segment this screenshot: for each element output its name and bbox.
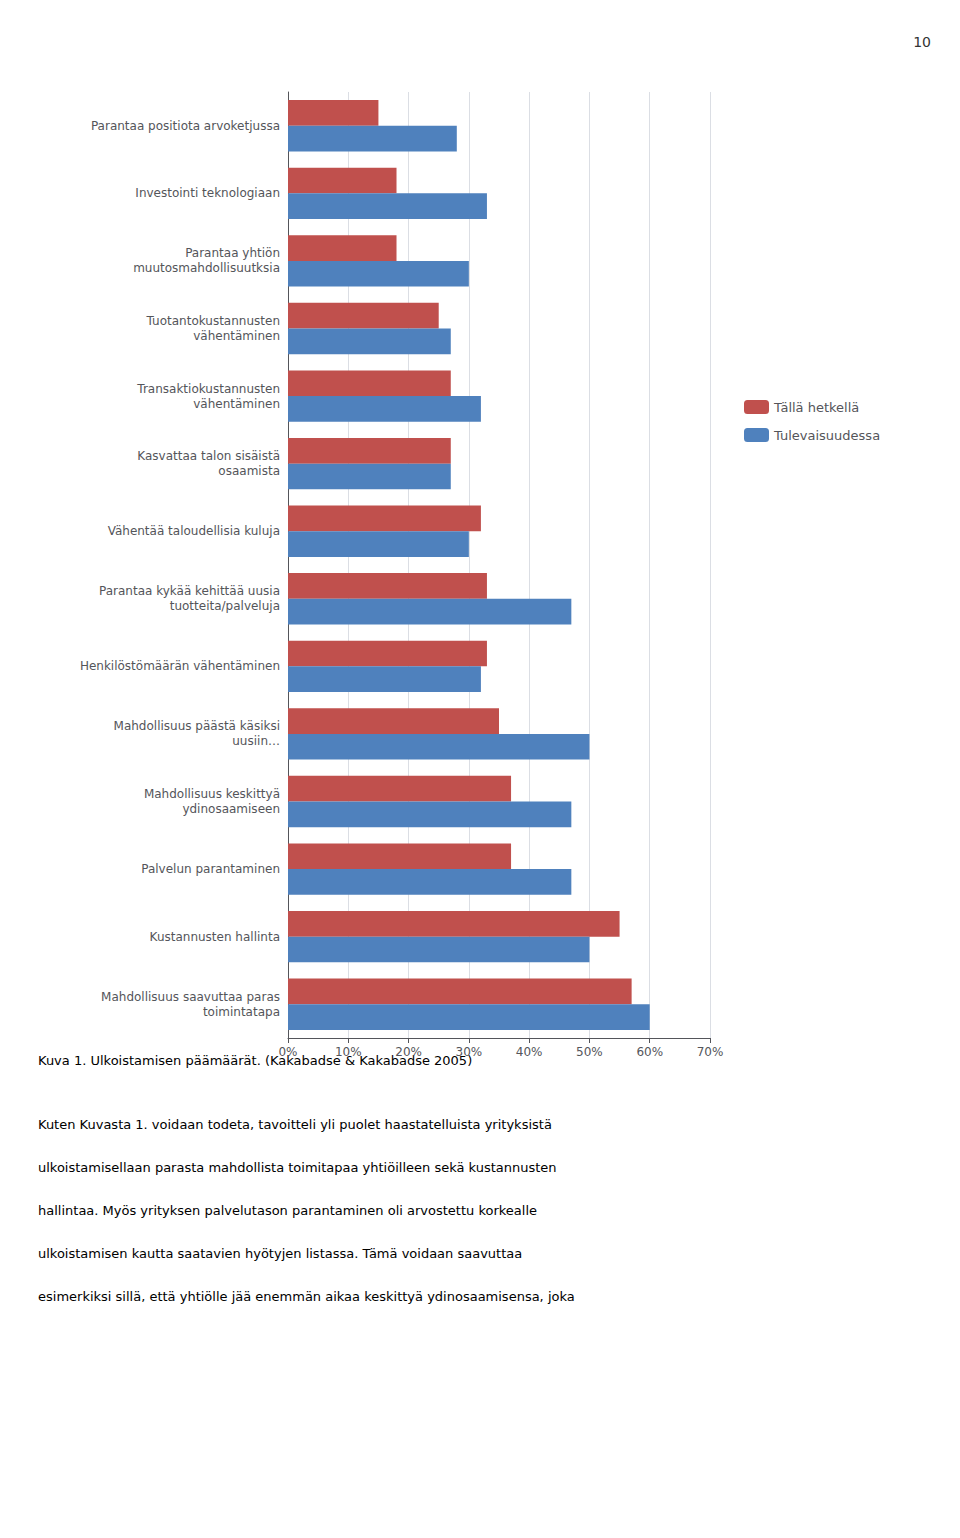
svg-text:Kuten Kuvasta 1. voidaan todet: Kuten Kuvasta 1. voidaan todeta, tavoitt…	[38, 1117, 552, 1132]
svg-text:Palvelun parantaminen: Palvelun parantaminen	[141, 862, 280, 876]
svg-text:Parantaa yhtiön: Parantaa yhtiön	[185, 246, 280, 260]
svg-text:40%: 40%	[516, 1045, 543, 1059]
svg-text:toimintatapa: toimintatapa	[203, 1005, 280, 1019]
svg-text:Henkilöstömäärän vähentäminen: Henkilöstömäärän vähentäminen	[80, 659, 280, 673]
svg-text:Kuva 1. Ulkoistamisen päämäärä: Kuva 1. Ulkoistamisen päämäärät. (Kakaba…	[38, 1053, 473, 1068]
svg-text:Transaktiokustannusten: Transaktiokustannusten	[136, 382, 280, 396]
svg-text:20%: 20%	[395, 1045, 422, 1059]
svg-text:tuotteita/palveluja: tuotteita/palveluja	[170, 599, 280, 613]
svg-text:muutosmahdollisuutksia: muutosmahdollisuutksia	[133, 261, 280, 275]
svg-text:Mahdollisuus päästä käsiksi: Mahdollisuus päästä käsiksi	[114, 719, 280, 733]
svg-text:vähentäminen: vähentäminen	[193, 329, 280, 343]
svg-text:esimerkiksi sillä, että yhtiöl: esimerkiksi sillä, että yhtiölle jää ene…	[38, 1289, 575, 1304]
svg-text:60%: 60%	[636, 1045, 663, 1059]
svg-text:Parantaa positiota arvoketjuss: Parantaa positiota arvoketjussa	[91, 119, 280, 133]
svg-text:Vähentää taloudellisia kuluja: Vähentää taloudellisia kuluja	[108, 524, 280, 538]
svg-text:30%: 30%	[456, 1045, 483, 1059]
svg-text:Mahdollisuus keskittyä: Mahdollisuus keskittyä	[144, 787, 280, 801]
svg-text:uusiin…: uusiin…	[232, 734, 280, 748]
svg-text:Tulevaisuudessa: Tulevaisuudessa	[773, 428, 880, 443]
svg-text:10: 10	[913, 34, 931, 50]
svg-text:Parantaa kykää kehittää uusia: Parantaa kykää kehittää uusia	[99, 584, 280, 598]
svg-text:Kustannusten hallinta: Kustannusten hallinta	[150, 930, 280, 944]
svg-text:hallintaa. Myös yrityksen palv: hallintaa. Myös yrityksen palvelutason p…	[38, 1203, 537, 1218]
svg-text:Kasvattaa talon sisäistä: Kasvattaa talon sisäistä	[137, 449, 280, 463]
svg-text:ulkoistamisellaan parasta mahd: ulkoistamisellaan parasta mahdollista to…	[38, 1160, 557, 1175]
svg-text:ulkoistamisen kautta saatavien: ulkoistamisen kautta saatavien hyötyjen …	[38, 1246, 522, 1261]
svg-text:ydinosaamiseen: ydinosaamiseen	[182, 802, 280, 816]
svg-text:70%: 70%	[697, 1045, 724, 1059]
svg-text:Tällä hetkellä: Tällä hetkellä	[773, 400, 859, 415]
svg-text:Investointi teknologiaan: Investointi teknologiaan	[135, 186, 280, 200]
svg-text:Mahdollisuus saavuttaa paras: Mahdollisuus saavuttaa paras	[101, 990, 280, 1004]
svg-text:10%: 10%	[335, 1045, 362, 1059]
svg-text:osaamista: osaamista	[218, 464, 280, 478]
svg-text:50%: 50%	[576, 1045, 603, 1059]
svg-text:vähentäminen: vähentäminen	[193, 397, 280, 411]
svg-text:Tuotantokustannusten: Tuotantokustannusten	[146, 314, 280, 328]
svg-text:0%: 0%	[278, 1045, 297, 1059]
